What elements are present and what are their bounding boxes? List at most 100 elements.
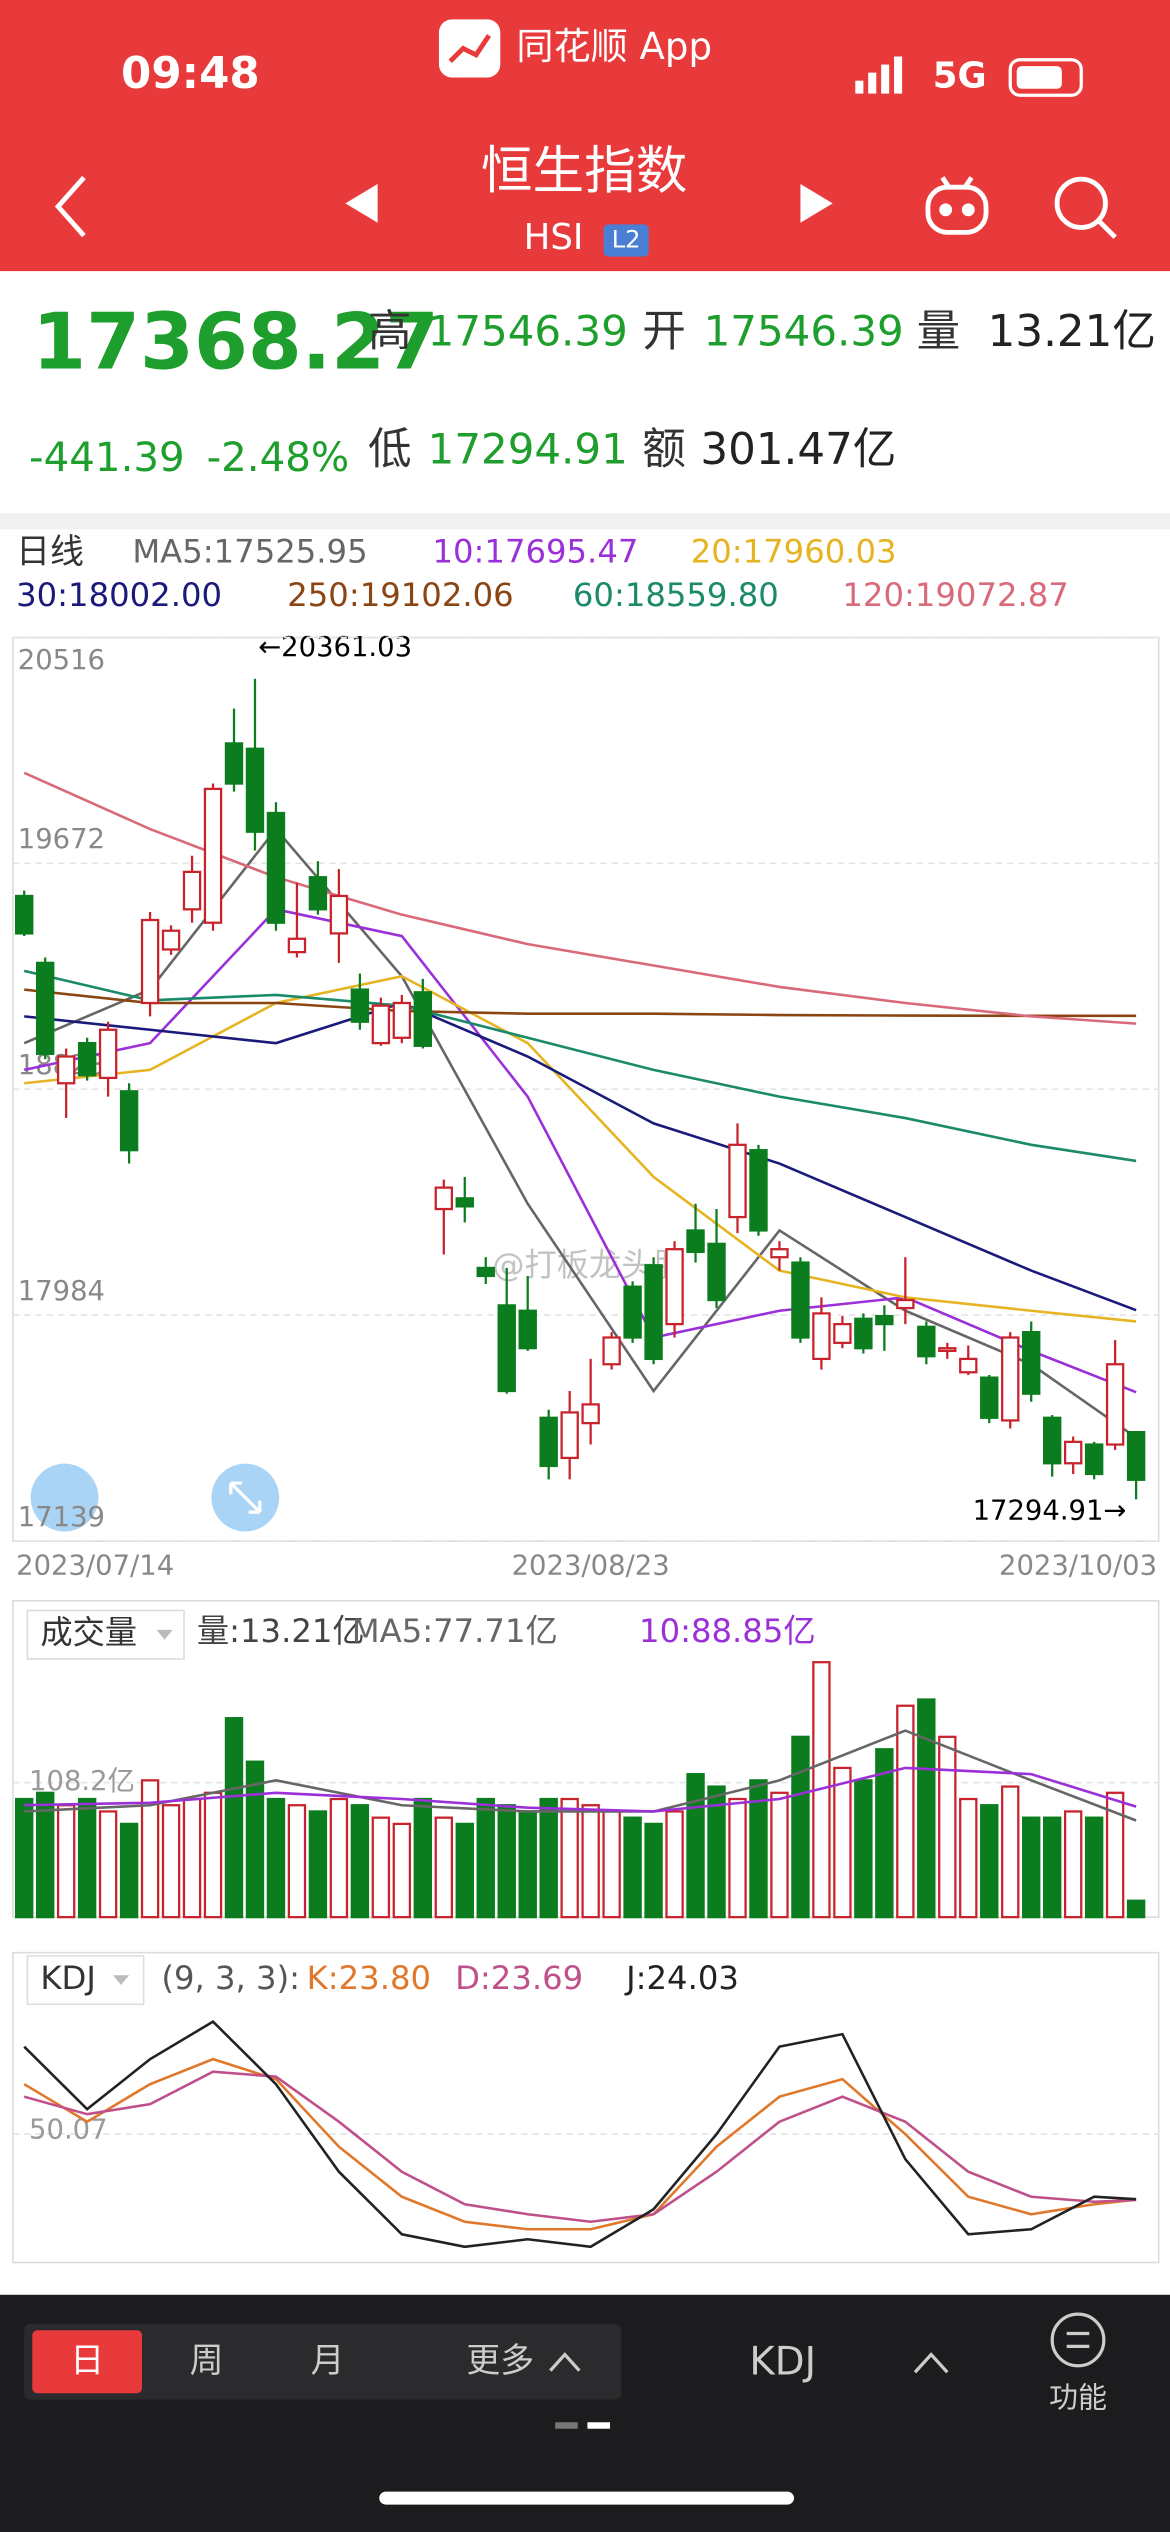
legend-entry: 30:18002.00 [16,576,222,614]
zoom-out-button[interactable] [30,1463,99,1532]
volume-bar [350,1804,370,1919]
low-annotation: 17294.91→ [973,1496,1127,1527]
candle-body [287,937,307,954]
volume-bar [980,1804,999,1919]
prev-button[interactable] [345,183,378,223]
header-bg [0,0,1170,272]
candle-body [1105,1363,1125,1446]
candle-body [56,1055,76,1085]
volume-bar [371,1816,391,1919]
volume-bar [539,1797,558,1919]
y-tick-label: 50.07 [29,2114,108,2145]
low-label: 低 [368,425,412,475]
volume-bar [749,1779,768,1919]
volume-bar [98,1810,118,1919]
candle-body [329,894,349,935]
battery-level [1016,66,1062,89]
candle-body [896,1298,915,1310]
volume-bar [1022,1816,1041,1919]
volume-bar [959,1797,978,1919]
volume-bar [791,1735,810,1919]
y-tick-label: 20516 [18,645,105,676]
robot-button[interactable] [925,176,989,235]
candle-body [602,1336,621,1366]
candle-body [1084,1443,1104,1476]
candle-body [476,1266,495,1278]
next-button[interactable] [800,183,833,223]
legend-entry: 60:18559.80 [573,576,779,614]
function-icon[interactable] [1050,2312,1106,2368]
volume-bar [938,1735,957,1919]
y-tick-label: 17984 [18,1276,105,1307]
volume-ma-line [24,1729,1137,1822]
volume-bar [1126,1899,1146,1919]
ma-line [24,988,1137,1018]
legend-entry: 120:19072.87 [842,576,1068,614]
legend-entry: 250:19102.06 [287,576,513,614]
tab-week[interactable]: 周 [190,2341,224,2380]
volume-bar [896,1704,915,1919]
kdj-line [23,2020,1137,2249]
search-button[interactable] [1054,176,1117,239]
volume-dropdown [156,1629,173,1640]
candle-body [833,1322,852,1344]
candle-body [644,1264,663,1361]
volume-selector[interactable] [26,1609,185,1660]
tab-month[interactable]: 月 [311,2341,345,2380]
function-icon-lines [1066,2331,1090,2349]
candle-body [959,1357,978,1374]
indicator-caret[interactable] [913,2352,949,2374]
status-network: 5G [933,55,987,96]
nav-code: HSI [524,217,584,258]
legend-entry: D:23.69 [455,1959,583,1997]
x-tick-label: 2023/10/03 [999,1550,1157,1581]
ma-line [23,969,1137,1163]
legend-entry: 20:17960.03 [691,533,897,571]
status-time: 09:48 [121,49,260,99]
signal-icon [855,56,903,94]
volume-bar [707,1785,726,1919]
volume-bar [455,1822,474,1919]
nav-badge: L2 [612,225,641,253]
legend-entry: 10:17695.47 [432,533,638,571]
candle-body [77,1042,97,1077]
candle-body [791,1261,810,1339]
volume-bar [434,1816,453,1919]
amount-value: 301.47亿 [700,425,896,475]
x-tick-label: 2023/07/14 [16,1550,174,1581]
volume-bar [182,1797,202,1919]
volume-bar [287,1804,307,1919]
function-label[interactable]: 功能 [1049,2381,1107,2415]
kdj-line [23,2070,1137,2224]
back-button[interactable] [54,175,86,238]
volume-bar [665,1810,684,1919]
volume-bar [833,1766,852,1919]
tab-more[interactable]: 更多 [466,2341,534,2380]
candle-body [392,1001,412,1039]
legend-entry: 量:13.21亿 [197,1612,365,1650]
volume-bar [308,1810,328,1919]
volume-bar [1105,1791,1125,1919]
ma-line [24,1001,1137,1312]
volume-bar [119,1822,139,1919]
volume-bar [518,1810,537,1919]
expand-icon [229,1481,262,1514]
kdj-params: (9, 3, 3): [161,1959,300,1997]
price: 17368.27 [32,297,439,387]
volume-bar [1001,1785,1020,1919]
candle-body [623,1285,642,1339]
indicator-button[interactable]: KDJ [749,2340,816,2385]
kdj-dropdown [112,1975,130,1985]
app-icon [438,19,501,78]
kdj-panel [12,1951,1160,2264]
volume-bar [854,1779,873,1919]
volume-bar [560,1797,579,1919]
tab-day[interactable]: 日 [70,2341,104,2380]
candle-body [875,1314,894,1326]
volume-bar [581,1804,600,1919]
candle-body [182,870,202,911]
amount-label: 额 [642,425,686,475]
battery-icon [1008,58,1083,97]
volume-bar [35,1791,55,1919]
